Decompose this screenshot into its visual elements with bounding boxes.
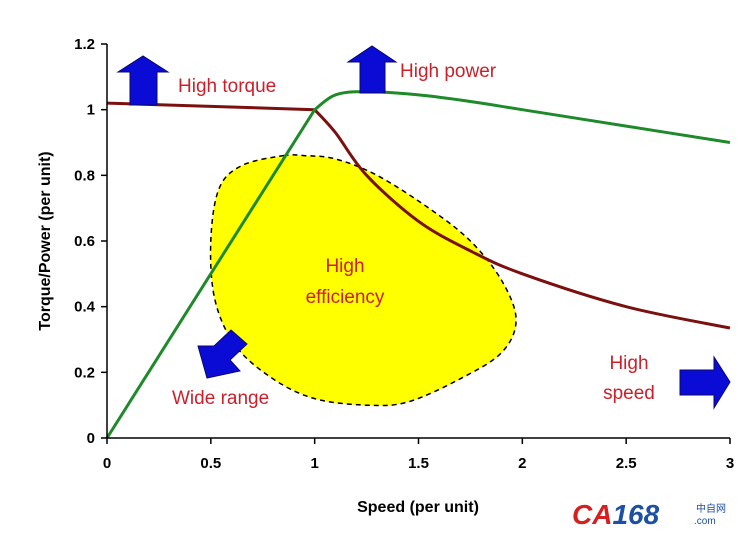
wide-range-label: Wide range — [172, 388, 269, 409]
wide-range-arrow-icon — [197, 329, 248, 379]
x-tick-label: 2 — [518, 455, 526, 472]
x-axis-ticks: 0 0.5 1 1.5 2 2.5 3 — [103, 438, 734, 472]
y-axis-label: Torque/Power (per unit) — [37, 151, 54, 330]
y-tick-label: 0.4 — [74, 299, 96, 316]
x-tick-label: 0 — [103, 455, 111, 472]
annotation-arrows — [116, 45, 731, 410]
y-tick-label: 1.2 — [74, 36, 95, 53]
y-axis-ticks: 0 0.2 0.4 0.6 0.8 1 1.2 — [74, 36, 107, 447]
power-curve — [105, 90, 731, 439]
high-torque-label: High torque — [178, 76, 276, 97]
y-tick-label: 0 — [87, 430, 95, 447]
x-tick-label: 1 — [310, 455, 318, 472]
y-tick-label: 1 — [87, 102, 95, 119]
x-tick-label: 0.5 — [200, 455, 221, 472]
watermark-chinese: 中自网 — [696, 502, 726, 515]
y-tick-label: 0.2 — [74, 364, 95, 381]
high-power-arrow-icon — [346, 45, 398, 94]
high-speed-label-line1: High — [609, 353, 648, 374]
y-tick-label: 0.6 — [74, 233, 95, 250]
high-torque-arrow-icon — [116, 55, 170, 106]
high-power-label: High power — [400, 61, 497, 82]
high-efficiency-label-line1: High — [325, 256, 364, 277]
high-speed-label-line2: speed — [603, 383, 655, 404]
high-efficiency-label-line2: efficiency — [306, 287, 385, 308]
y-tick-label: 0.8 — [74, 167, 95, 184]
x-tick-label: 1.5 — [408, 455, 429, 472]
watermark-logo: CA168 中自网 .com — [572, 499, 726, 530]
torque-curve — [106, 101, 731, 330]
watermark-dotcom: .com — [694, 516, 716, 527]
x-tick-label: 2.5 — [616, 455, 637, 472]
x-axis-label: Speed (per unit) — [357, 499, 479, 516]
high-speed-arrow-icon — [679, 355, 731, 410]
watermark-brand: CA168 — [572, 499, 660, 530]
high-efficiency-region — [209, 154, 517, 407]
x-tick-label: 3 — [726, 455, 734, 472]
